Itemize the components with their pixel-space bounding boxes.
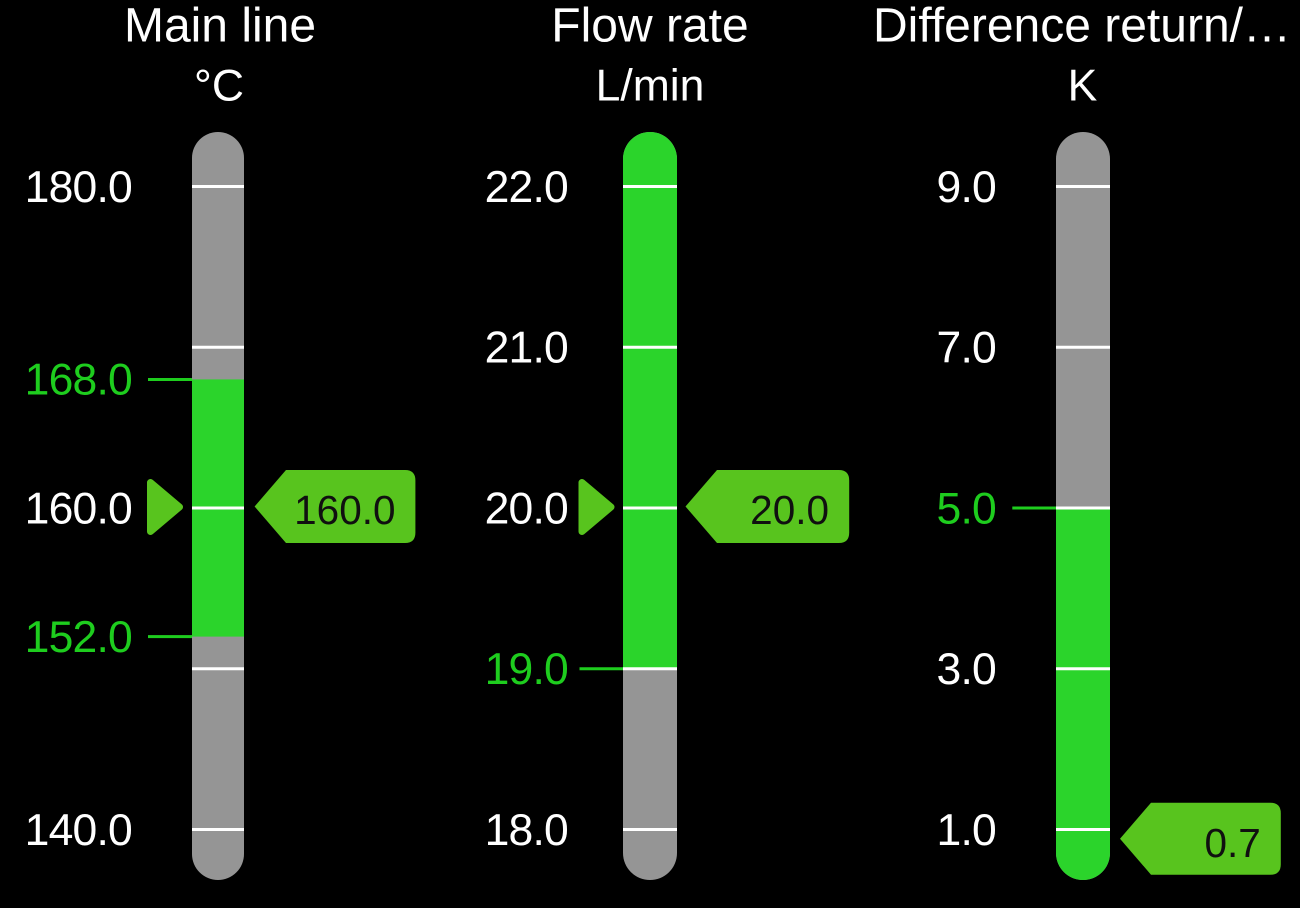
- svg-text:160.0: 160.0: [25, 484, 132, 533]
- svg-text:152.0: 152.0: [25, 613, 132, 662]
- svg-text:Main line: Main line: [124, 0, 316, 53]
- svg-text:°C: °C: [194, 61, 244, 110]
- svg-text:21.0: 21.0: [485, 324, 568, 373]
- svg-text:L/min: L/min: [596, 61, 705, 110]
- svg-text:22.0: 22.0: [485, 163, 568, 212]
- svg-text:140.0: 140.0: [25, 806, 132, 855]
- svg-text:Difference return/…: Difference return/…: [873, 0, 1291, 53]
- svg-text:19.0: 19.0: [485, 645, 568, 694]
- svg-text:168.0: 168.0: [25, 356, 132, 405]
- svg-text:20.0: 20.0: [485, 484, 568, 533]
- svg-text:K: K: [1068, 61, 1098, 110]
- svg-text:20.0: 20.0: [750, 487, 829, 533]
- svg-text:18.0: 18.0: [485, 806, 568, 855]
- svg-text:Flow rate: Flow rate: [551, 0, 748, 53]
- svg-text:3.0: 3.0: [937, 645, 997, 694]
- svg-text:1.0: 1.0: [937, 806, 997, 855]
- svg-text:160.0: 160.0: [294, 487, 395, 533]
- svg-text:5.0: 5.0: [937, 484, 997, 533]
- svg-text:7.0: 7.0: [937, 324, 997, 373]
- svg-text:0.7: 0.7: [1204, 820, 1260, 866]
- svg-text:180.0: 180.0: [25, 163, 132, 212]
- svg-text:9.0: 9.0: [937, 163, 997, 212]
